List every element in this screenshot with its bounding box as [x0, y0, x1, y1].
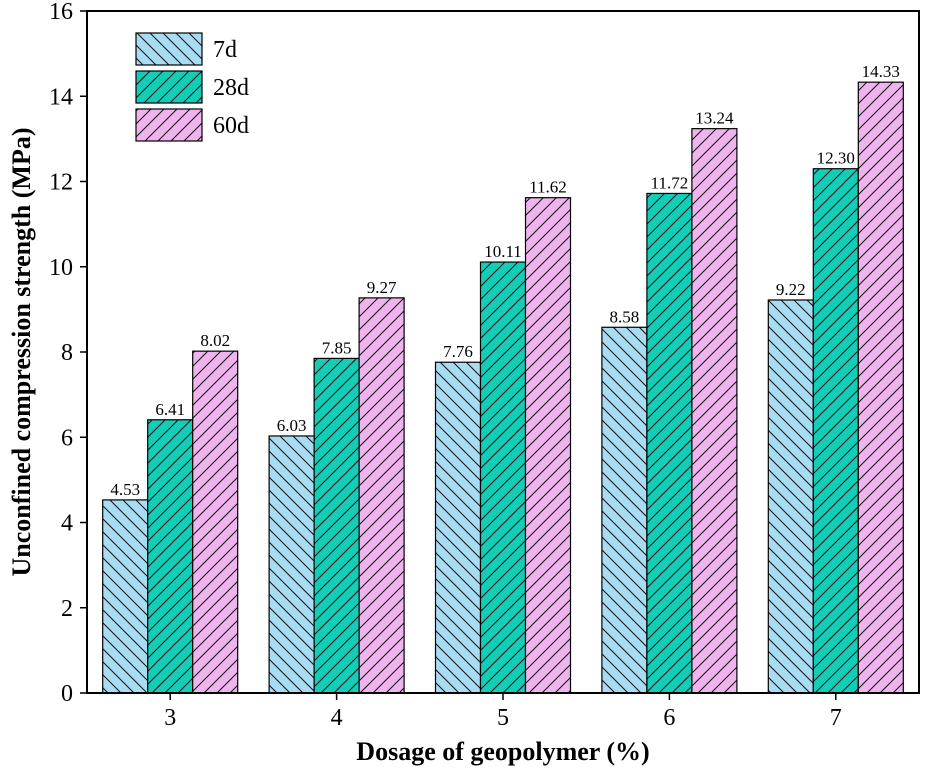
value-label-7d-7: 9.22	[776, 280, 806, 299]
y-tick-label-14: 14	[49, 84, 73, 110]
legend-label-60d: 60d	[213, 113, 249, 139]
bar-outline-7d-4	[268, 435, 315, 694]
bar-outline-7d-7	[767, 299, 814, 694]
legend-swatch-outline-7d	[135, 32, 203, 66]
value-label-28d-6: 11.72	[651, 173, 689, 192]
x-axis-title: Dosage of geopolymer (%)	[356, 737, 649, 766]
value-label-60d-3: 8.02	[200, 331, 230, 350]
legend-swatch-outline-28d	[135, 70, 203, 104]
bar-outline-28d-5	[479, 261, 527, 694]
legend-label-28d: 28d	[213, 75, 249, 101]
y-tick-label-6: 6	[61, 425, 73, 451]
legend: 7d 28d 60d	[135, 32, 249, 142]
value-label-7d-4: 6.03	[277, 416, 307, 435]
bar-outline-28d-4	[313, 357, 360, 694]
value-label-60d-5: 11.62	[529, 178, 567, 197]
value-label-7d-5: 7.76	[443, 342, 473, 361]
value-label-28d-5: 10.11	[484, 242, 522, 261]
y-tick-label-2: 2	[61, 596, 73, 622]
x-tick-label-5: 5	[497, 705, 509, 731]
y-tick-label-8: 8	[61, 340, 73, 366]
y-axis-title: Unconfined compression strength (MPa)	[7, 128, 36, 577]
bar-outline-28d-6	[646, 192, 693, 694]
x-tick-label-7: 7	[830, 705, 842, 731]
x-axis: 3 4 5 6 7	[164, 693, 842, 731]
bar-outline-28d-3	[147, 419, 194, 694]
bars	[102, 81, 904, 694]
value-label-28d-4: 7.85	[322, 338, 352, 357]
value-label-7d-6: 8.58	[610, 307, 640, 326]
bar-outline-7d-6	[601, 326, 648, 694]
value-label-60d-6: 13.24	[695, 109, 734, 128]
y-tick-label-10: 10	[49, 255, 73, 281]
value-label-7d-3: 4.53	[110, 480, 140, 499]
value-label-60d-4: 9.27	[367, 278, 397, 297]
value-label-60d-7: 14.33	[862, 62, 900, 81]
value-label-28d-3: 6.41	[155, 400, 185, 419]
value-label-28d-7: 12.30	[817, 149, 855, 168]
y-tick-label-16: 16	[49, 0, 73, 25]
bar-outline-60d-4	[358, 297, 405, 694]
x-tick-label-4: 4	[331, 705, 343, 731]
x-tick-label-6: 6	[663, 705, 675, 731]
legend-swatch-outline-60d	[135, 108, 203, 142]
legend-label-7d: 7d	[213, 37, 237, 63]
y-axis: 0 2 4 6 8 10 12 14 16	[49, 0, 87, 707]
y-tick-label-12: 12	[49, 170, 73, 196]
bar-outline-60d-6	[691, 128, 738, 694]
y-tick-label-4: 4	[61, 511, 73, 537]
bar-outline-7d-3	[102, 499, 149, 694]
bar-outline-7d-5	[434, 361, 482, 694]
y-tick-label-0: 0	[61, 681, 73, 707]
value-labels: 4.53 6.41 8.02 6.03 7.85 9.27 7.76 10.11 11.62 8.…	[110, 62, 900, 499]
bar-outline-60d-7	[857, 81, 904, 694]
bar-outline-60d-3	[192, 350, 239, 694]
bar-outline-60d-5	[524, 197, 572, 694]
x-tick-label-3: 3	[164, 705, 176, 731]
bar-outline-28d-7	[812, 168, 859, 694]
